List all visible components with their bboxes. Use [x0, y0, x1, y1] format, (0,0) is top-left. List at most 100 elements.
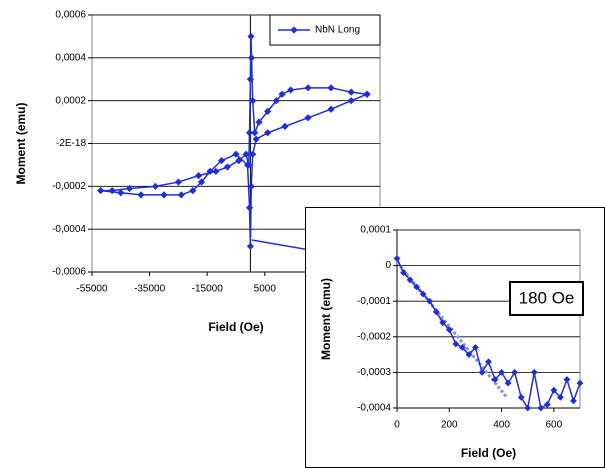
y-tick-label: -0,0002	[52, 181, 86, 192]
data-point	[223, 163, 231, 171]
data-point	[445, 326, 453, 334]
data-point	[327, 105, 335, 113]
data-point	[413, 283, 421, 291]
data-point	[524, 404, 532, 412]
data-point	[363, 90, 371, 98]
data-point	[174, 178, 182, 186]
data-point	[491, 376, 499, 383]
y-tick-label: 0,0006	[55, 10, 86, 21]
data-point	[517, 393, 525, 401]
data-point	[252, 135, 260, 143]
x-tick-label: 200	[441, 420, 458, 431]
data-point	[550, 386, 558, 394]
data-point	[246, 75, 254, 83]
data-point	[246, 242, 254, 250]
data-point	[530, 369, 538, 376]
data-point	[458, 344, 466, 351]
data-point	[137, 191, 145, 199]
data-point	[245, 204, 254, 212]
data-point	[304, 84, 312, 92]
y-tick-label: -0,0002	[357, 331, 391, 342]
data-point	[563, 376, 571, 383]
data-point	[218, 157, 226, 165]
x-tick-label: -35000	[134, 284, 166, 295]
data-point	[97, 187, 105, 195]
legend-marker	[290, 26, 298, 34]
data-point	[432, 308, 440, 316]
data-point	[485, 358, 492, 366]
data-point	[281, 122, 289, 130]
data-point	[189, 187, 197, 195]
data-point	[452, 340, 460, 348]
y-axis-title: Moment (emu)	[14, 103, 28, 185]
x-tick-label: 5000	[254, 284, 277, 295]
data-point	[206, 167, 214, 175]
data-point	[251, 129, 259, 137]
data-point	[439, 319, 447, 326]
data-point	[212, 167, 220, 175]
data-point	[117, 189, 125, 197]
legend-label: NbN Long	[315, 25, 360, 36]
data-point	[278, 90, 286, 98]
data-point	[498, 369, 505, 376]
data-point	[151, 182, 159, 190]
y-tick-label: -0,0003	[357, 367, 391, 378]
x-axis-title: Field (Oe)	[208, 320, 263, 334]
annotation: 180 Oe	[519, 288, 575, 307]
y-tick-label: -0,0004	[52, 224, 86, 235]
x-tick-label: -15000	[192, 284, 224, 295]
main-chart: 0,0006 0,0004 0,0002 -2E-18 -0,0002 -0,0004 -0…	[14, 10, 394, 335]
data-point	[537, 404, 545, 412]
data-point	[125, 184, 134, 193]
data-point	[511, 369, 519, 376]
x-axis-title: Field (Oe)	[461, 446, 516, 460]
data-point	[272, 97, 280, 105]
data-point	[347, 88, 355, 96]
x-tick-label: -55000	[76, 284, 108, 295]
y-tick-label: -0,0006	[52, 267, 86, 278]
data-point	[177, 191, 185, 199]
data-point	[247, 182, 255, 190]
data-point	[327, 84, 335, 92]
data-point	[264, 129, 272, 137]
y-tick-label: 0,0001	[360, 225, 391, 236]
data-point	[419, 290, 427, 298]
data-point	[400, 269, 407, 277]
data-point	[570, 397, 577, 405]
data-point	[556, 393, 564, 401]
y-tick-label: -0,0004	[357, 403, 391, 414]
data-point	[426, 297, 434, 305]
data-point	[264, 107, 272, 115]
data-point	[194, 172, 203, 180]
data-point	[247, 54, 256, 62]
data-point	[347, 97, 355, 105]
y-axis-title: Moment (emu)	[319, 278, 333, 360]
data-point	[304, 114, 312, 122]
plot-area	[396, 229, 581, 409]
x-tick-label: 400	[493, 420, 510, 431]
y-tick-label: 0,0004	[55, 52, 86, 63]
data-point	[576, 379, 584, 387]
data-point	[543, 401, 551, 408]
y-tick-label: -0,0001	[357, 296, 391, 307]
data-point	[235, 157, 243, 165]
data-point	[245, 129, 254, 137]
data-point	[232, 150, 240, 158]
data-point	[243, 161, 252, 169]
data-point	[247, 32, 255, 41]
y-tick-label: -2E-18	[56, 138, 86, 149]
data-point	[478, 369, 486, 376]
y-tick-label: 0,0002	[55, 95, 86, 106]
annotation-box	[509, 281, 584, 316]
data-point	[197, 178, 206, 186]
data-point	[160, 191, 168, 199]
y-tick-label: 0	[385, 260, 391, 271]
data-point	[406, 276, 414, 284]
data-point	[504, 379, 512, 387]
data-point	[249, 97, 257, 105]
data-point	[255, 118, 263, 126]
data-point	[242, 150, 250, 158]
